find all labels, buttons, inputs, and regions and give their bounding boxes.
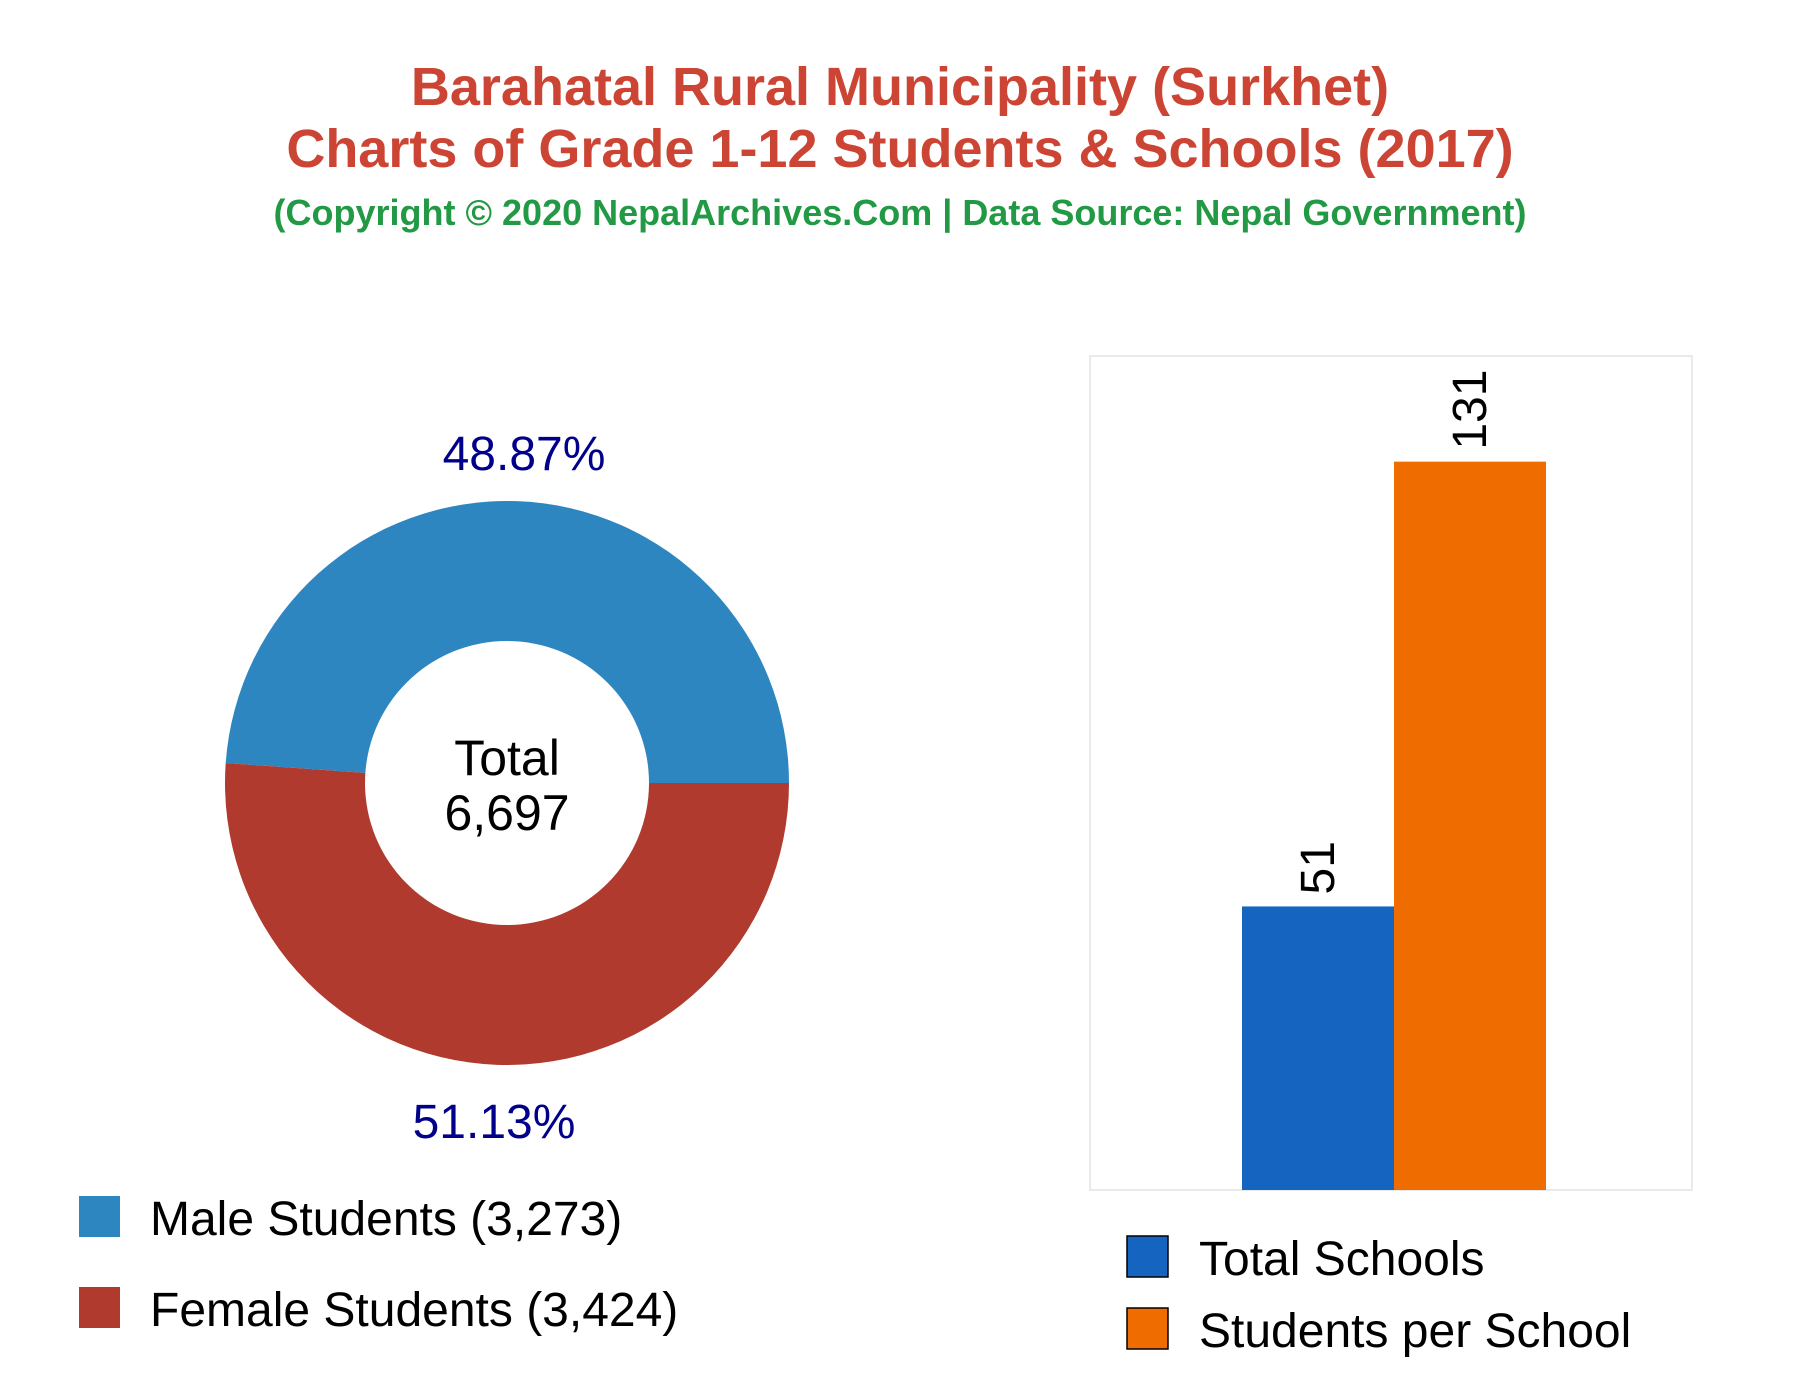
legend-swatch-students-per-school [1126, 1307, 1169, 1350]
bar-legend: Total Schools Students per School [1126, 1233, 1631, 1358]
donut-legend: Male Students (3,273) Female Students (3… [79, 1193, 678, 1337]
legend-label-female: Female Students (3,424) [150, 1284, 678, 1337]
legend-label-total-schools: Total Schools [1199, 1233, 1485, 1286]
legend-label-male: Male Students (3,273) [150, 1193, 622, 1246]
legend-swatch-female [79, 1287, 120, 1328]
legend-swatch-total-schools [1126, 1235, 1169, 1278]
bar-chart: 51 131 [1089, 355, 1693, 1191]
donut-center-total: 6,697 [444, 785, 569, 841]
percent-label-male: 48.87% [443, 428, 606, 481]
donut-center-hole [365, 641, 649, 925]
chart-title-line-2: Charts of Grade 1-12 Students & Schools … [286, 119, 1514, 179]
donut-chart: 48.87% 51.13% Total 6,697 [225, 428, 790, 1149]
bar-students-per-school [1394, 461, 1546, 1190]
bar-value-label-total-schools: 51 [1292, 841, 1345, 894]
bar-value-label-students-per-school: 131 [1444, 370, 1497, 450]
bar-total-schools [1242, 906, 1394, 1190]
chart-subtitle: (Copyright © 2020 NepalArchives.Com | Da… [273, 192, 1527, 233]
legend-swatch-male [79, 1196, 120, 1237]
donut-center-label: Total [454, 730, 560, 786]
percent-label-female: 51.13% [413, 1096, 576, 1149]
chart-title-line-1: Barahatal Rural Municipality (Surkhet) [410, 57, 1390, 117]
legend-label-students-per-school: Students per School [1199, 1305, 1631, 1358]
